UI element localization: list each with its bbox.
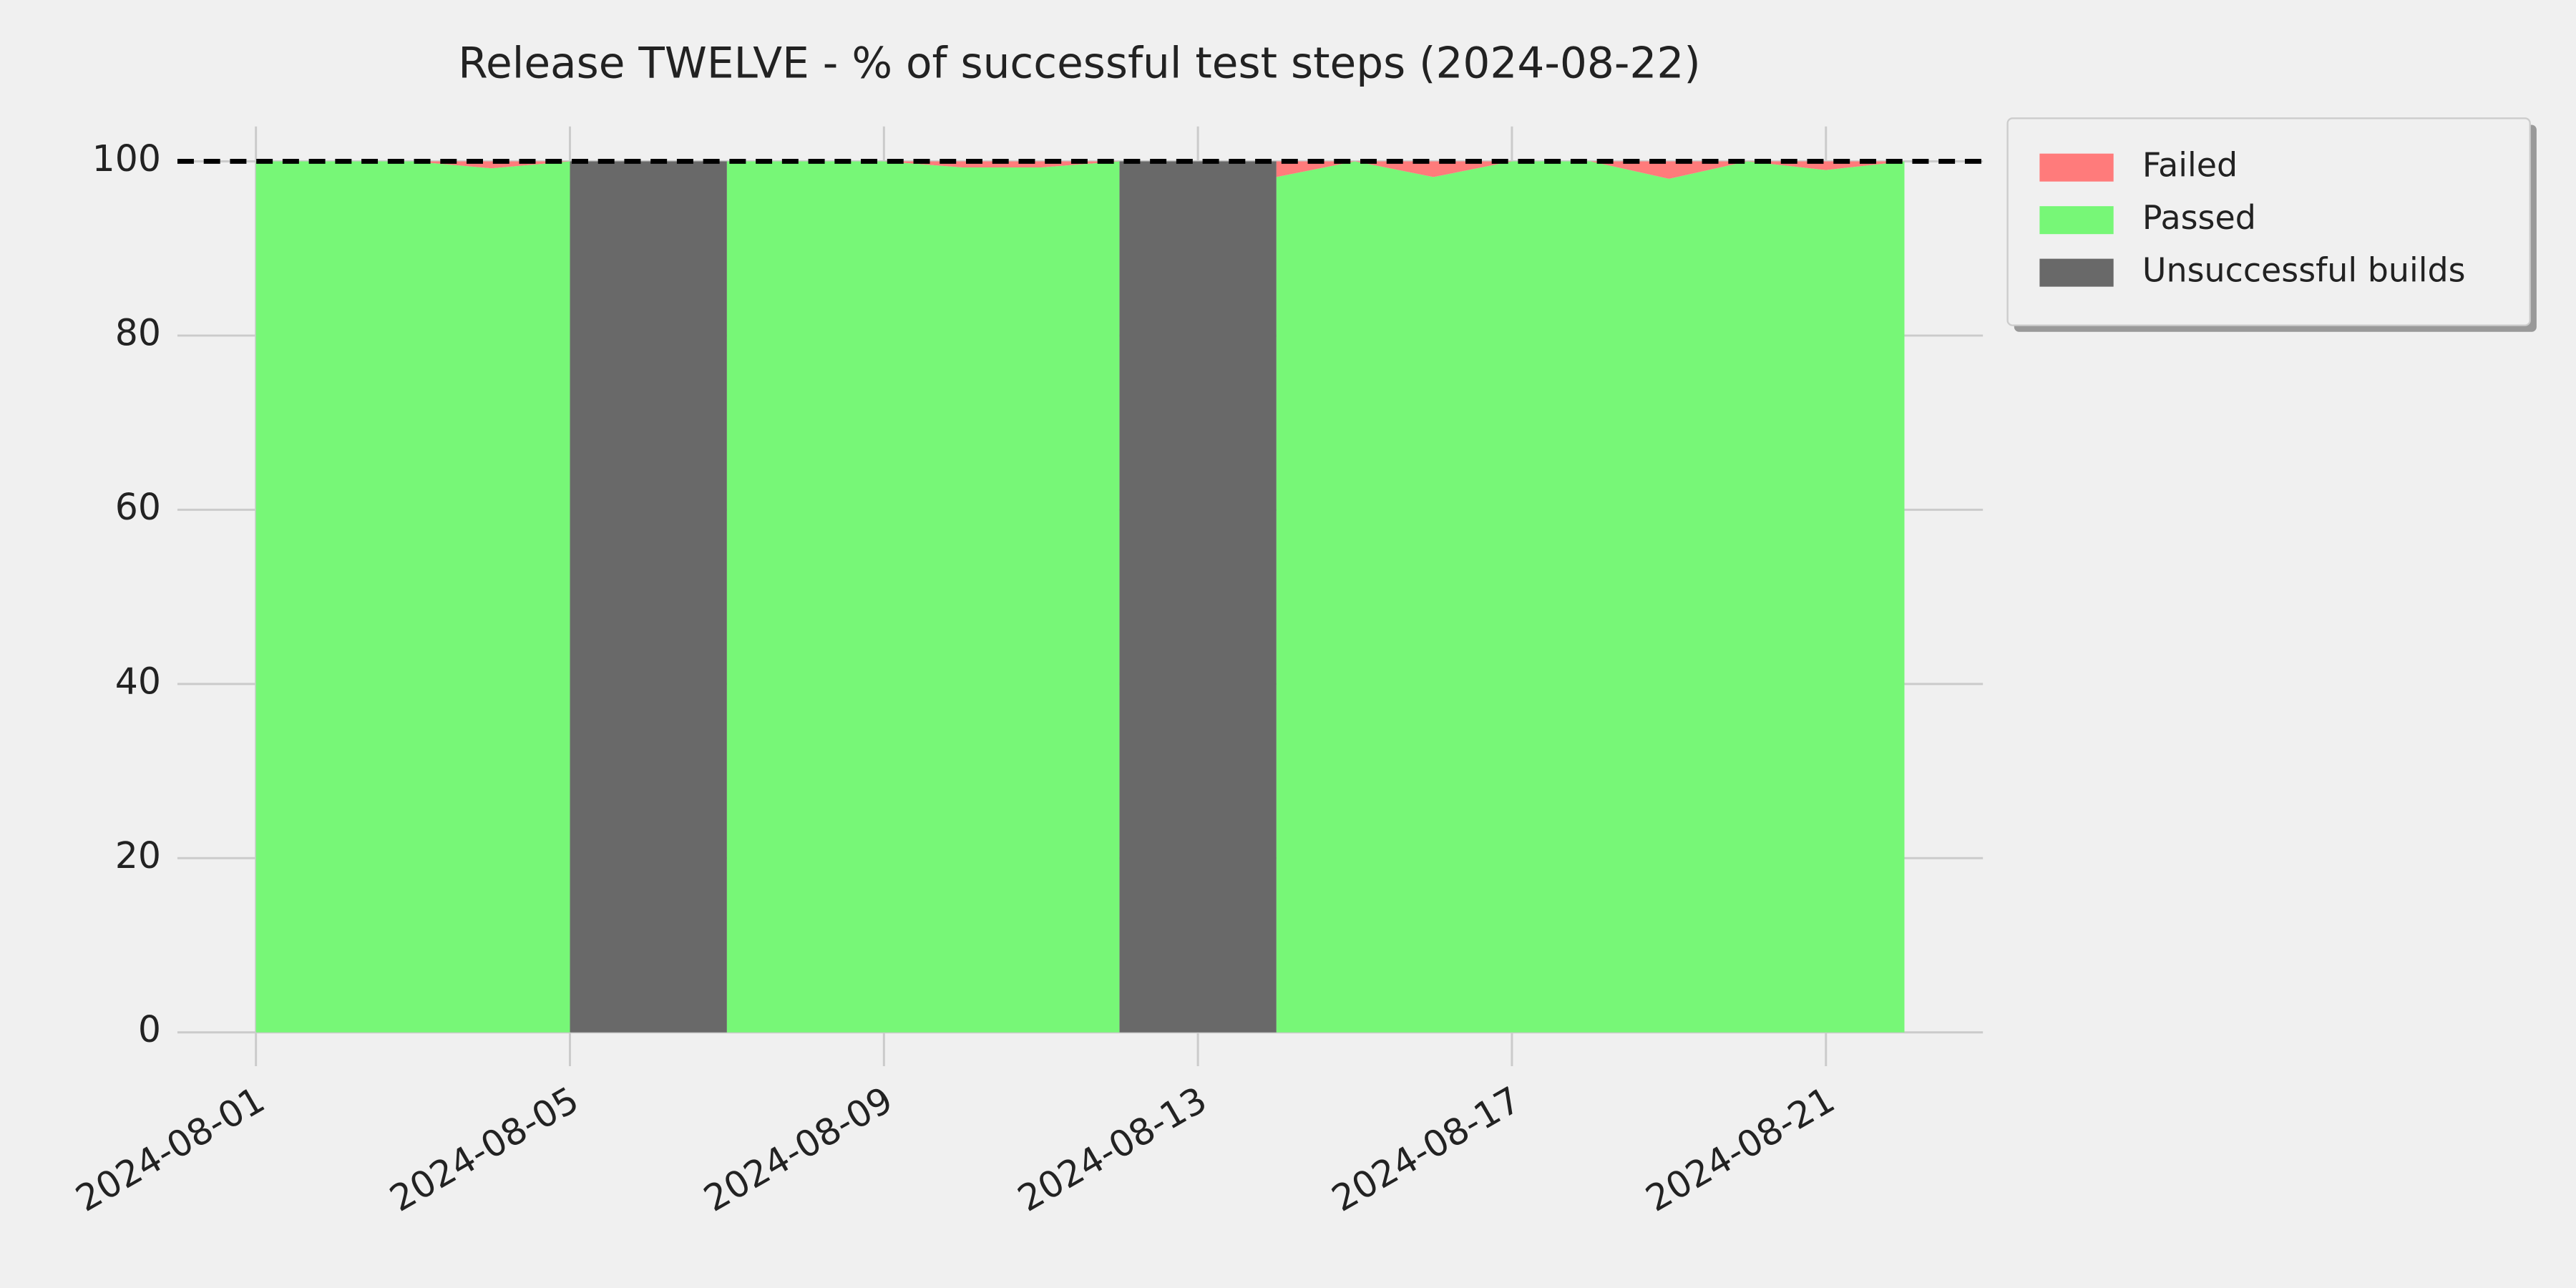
chart-title: Release TWELVE - % of successful test st…: [458, 39, 1700, 88]
area: [1119, 161, 1277, 1033]
plot-area: [255, 161, 1905, 1033]
legend-swatch: [2039, 206, 2114, 235]
area: [1276, 161, 1905, 1033]
area: [255, 161, 570, 169]
legend-label: Passed: [2142, 198, 2256, 237]
y-tick-label: 80: [115, 311, 161, 353]
y-tick-label: 100: [92, 137, 161, 180]
legend-label: Failed: [2142, 146, 2238, 185]
area: [726, 161, 1120, 1033]
legend: Failed Passed Unsuccessful builds: [2006, 117, 2537, 332]
area: [255, 161, 570, 1033]
legend-swatch: [2039, 153, 2114, 182]
legend-label: Unsuccessful builds: [2142, 251, 2466, 290]
y-tick-label: 40: [115, 660, 161, 702]
area: [1276, 161, 1905, 179]
y-tick-label: 60: [115, 486, 161, 528]
legend-box: [2006, 117, 2531, 326]
y-tick-label: 0: [138, 1008, 161, 1050]
area: [570, 161, 727, 1033]
legend-swatch: [2039, 258, 2114, 287]
y-tick-label: 20: [115, 834, 161, 877]
